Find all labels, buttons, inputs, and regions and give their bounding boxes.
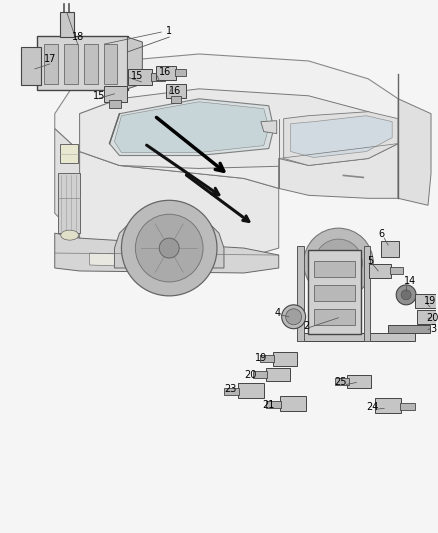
Polygon shape xyxy=(114,215,224,268)
FancyBboxPatch shape xyxy=(171,96,180,103)
Bar xyxy=(103,44,117,84)
Circle shape xyxy=(396,285,416,305)
Text: 16: 16 xyxy=(169,86,181,96)
Text: 19: 19 xyxy=(254,353,267,362)
FancyBboxPatch shape xyxy=(128,69,152,85)
Polygon shape xyxy=(279,143,398,198)
FancyBboxPatch shape xyxy=(175,69,187,76)
Bar xyxy=(314,261,355,277)
Text: 18: 18 xyxy=(71,32,84,42)
FancyBboxPatch shape xyxy=(260,355,274,362)
Text: 24: 24 xyxy=(366,402,378,413)
Circle shape xyxy=(286,309,302,325)
FancyBboxPatch shape xyxy=(21,47,41,85)
FancyBboxPatch shape xyxy=(109,100,121,108)
FancyBboxPatch shape xyxy=(273,352,297,366)
Circle shape xyxy=(401,290,411,300)
Text: 20: 20 xyxy=(426,313,438,323)
Text: 15: 15 xyxy=(131,71,144,81)
FancyBboxPatch shape xyxy=(37,36,128,90)
Text: 5: 5 xyxy=(367,256,374,266)
Polygon shape xyxy=(55,128,80,238)
FancyBboxPatch shape xyxy=(266,401,281,408)
Polygon shape xyxy=(398,99,431,205)
Text: 2: 2 xyxy=(304,321,310,331)
FancyBboxPatch shape xyxy=(415,294,438,308)
Text: 14: 14 xyxy=(404,276,416,286)
FancyBboxPatch shape xyxy=(347,375,371,389)
Polygon shape xyxy=(58,173,80,233)
Ellipse shape xyxy=(61,230,79,240)
Polygon shape xyxy=(90,253,154,267)
Text: 6: 6 xyxy=(378,229,384,239)
FancyBboxPatch shape xyxy=(390,268,403,274)
Bar xyxy=(388,325,430,333)
Polygon shape xyxy=(114,102,269,152)
FancyBboxPatch shape xyxy=(417,310,438,324)
FancyBboxPatch shape xyxy=(375,398,401,413)
Bar xyxy=(314,285,355,301)
Polygon shape xyxy=(55,54,403,168)
Polygon shape xyxy=(80,151,279,258)
FancyBboxPatch shape xyxy=(224,388,240,395)
FancyBboxPatch shape xyxy=(307,250,361,334)
Text: 3: 3 xyxy=(430,324,436,334)
Circle shape xyxy=(135,214,203,282)
Text: 1: 1 xyxy=(166,26,172,36)
FancyBboxPatch shape xyxy=(369,264,391,278)
Text: 19: 19 xyxy=(424,296,436,306)
Polygon shape xyxy=(297,333,415,341)
Polygon shape xyxy=(291,116,392,158)
FancyBboxPatch shape xyxy=(103,86,127,102)
Bar xyxy=(84,44,98,84)
Text: 23: 23 xyxy=(225,384,237,394)
Polygon shape xyxy=(364,246,370,341)
Text: 20: 20 xyxy=(245,370,257,381)
Text: 16: 16 xyxy=(159,67,171,77)
Polygon shape xyxy=(80,89,398,168)
FancyBboxPatch shape xyxy=(151,74,165,82)
Polygon shape xyxy=(55,233,279,273)
Text: 4: 4 xyxy=(275,308,281,318)
Circle shape xyxy=(159,238,179,258)
FancyBboxPatch shape xyxy=(156,66,176,80)
Polygon shape xyxy=(297,246,304,341)
Text: 25: 25 xyxy=(334,377,347,387)
Polygon shape xyxy=(284,112,398,165)
Bar xyxy=(60,12,74,37)
Bar xyxy=(314,309,355,325)
Circle shape xyxy=(282,305,306,329)
FancyBboxPatch shape xyxy=(238,383,264,398)
Text: 21: 21 xyxy=(262,400,275,410)
Circle shape xyxy=(121,200,217,296)
Text: 17: 17 xyxy=(44,54,56,64)
Bar xyxy=(381,241,399,257)
Polygon shape xyxy=(110,99,274,156)
Polygon shape xyxy=(261,120,277,134)
Polygon shape xyxy=(127,37,142,89)
Polygon shape xyxy=(80,99,279,188)
FancyBboxPatch shape xyxy=(166,84,186,98)
Bar xyxy=(64,44,78,84)
Polygon shape xyxy=(60,143,78,164)
FancyBboxPatch shape xyxy=(335,378,349,385)
FancyBboxPatch shape xyxy=(399,403,415,410)
FancyBboxPatch shape xyxy=(266,368,290,382)
Text: 15: 15 xyxy=(93,91,106,101)
FancyBboxPatch shape xyxy=(253,371,267,378)
Circle shape xyxy=(304,228,373,298)
Bar xyxy=(44,44,58,84)
Circle shape xyxy=(314,239,362,287)
FancyBboxPatch shape xyxy=(280,397,306,411)
